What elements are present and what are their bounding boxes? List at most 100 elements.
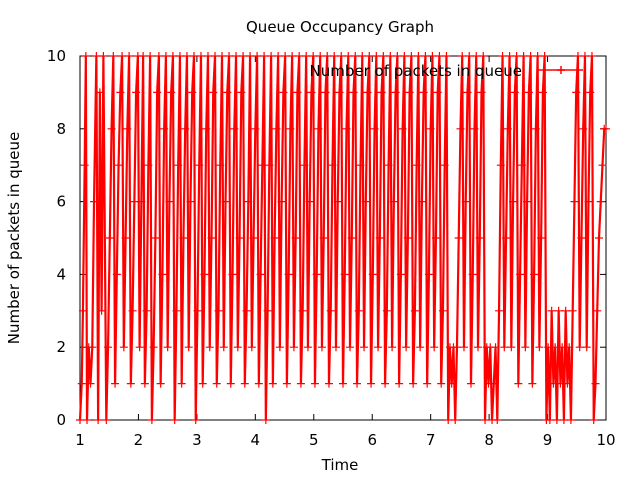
- data-point-0-161: [358, 52, 367, 60]
- y-tick-label-0: 0: [56, 411, 66, 429]
- data-point-0-15: [102, 416, 111, 424]
- data-point-0-195: [417, 197, 426, 206]
- data-point-0-120: [286, 124, 295, 133]
- x-tick-label-7: 8: [484, 431, 494, 449]
- data-point-0-60: [181, 124, 190, 133]
- data-point-0-66: [191, 416, 200, 424]
- data-point-0-203: [431, 234, 440, 242]
- data-point-0-42: [149, 343, 158, 352]
- data-point-0-130: [303, 343, 312, 352]
- data-point-0-273: [554, 306, 563, 315]
- data-point-0-184: [398, 124, 407, 133]
- x-axis-label: Time: [321, 456, 359, 474]
- data-point-0-286: [577, 234, 586, 242]
- data-point-0-206: [437, 379, 446, 388]
- data-point-0-125: [295, 52, 304, 60]
- data-point-0-265: [540, 52, 549, 60]
- data-point-0-63: [186, 197, 195, 206]
- data-point-0-28: [125, 52, 134, 60]
- data-point-0-93: [239, 52, 248, 60]
- data-point-0-36: [139, 52, 148, 60]
- data-point-0-49: [161, 52, 170, 60]
- data-point-0-24: [118, 52, 127, 60]
- data-point-0-262: [535, 343, 544, 352]
- data-point-0-106: [261, 416, 270, 424]
- data-point-0-71: [200, 270, 209, 279]
- data-point-0-132: [307, 88, 316, 97]
- y-tick-label-1: 2: [56, 338, 66, 356]
- data-point-0-13: [97, 306, 106, 315]
- data-point-0-207: [438, 306, 447, 315]
- data-point-0-77: [211, 52, 220, 60]
- x-tick-label-5: 6: [367, 431, 377, 449]
- data-point-0-47: [158, 270, 167, 279]
- data-point-0-5: [83, 416, 92, 424]
- data-point-0-261: [533, 52, 542, 60]
- data-point-0-19: [109, 52, 118, 60]
- data-point-0-151: [340, 270, 349, 279]
- data-point-0-58: [177, 379, 186, 388]
- data-point-0-230: [479, 52, 488, 60]
- data-point-0-169: [372, 52, 381, 60]
- data-point-0-0: [76, 416, 84, 424]
- data-point-0-199: [424, 270, 433, 279]
- data-point-0-135: [312, 270, 321, 279]
- data-point-0-7: [86, 379, 95, 388]
- data-point-0-90: [233, 343, 242, 352]
- data-point-0-264: [538, 88, 547, 97]
- data-point-0-2: [78, 306, 87, 315]
- data-point-0-167: [368, 270, 377, 279]
- data-point-0-74: [205, 343, 214, 352]
- data-point-0-127: [298, 306, 307, 315]
- axis-tick-labels: 1 2 3 4 5 6 7 8 9 10 0 2 4 6 8 10: [47, 47, 616, 449]
- data-point-0-40: [146, 52, 155, 60]
- data-point-0-180: [391, 88, 400, 97]
- data-point-0-293: [589, 416, 598, 424]
- data-point-0-287: [579, 124, 588, 133]
- data-point-0-32: [132, 88, 141, 97]
- data-point-0-118: [282, 379, 291, 388]
- data-point-0-193: [414, 52, 423, 60]
- data-point-0-241: [498, 52, 507, 60]
- data-point-0-166: [367, 379, 376, 388]
- data-point-0-288: [580, 52, 589, 60]
- data-point-0-51: [165, 197, 174, 206]
- data-point-0-23: [116, 88, 125, 97]
- data-point-0-181: [393, 52, 402, 60]
- data-point-0-138: [317, 343, 326, 352]
- x-tick-label-3: 4: [251, 431, 261, 449]
- y-tick-label-2: 4: [56, 265, 66, 283]
- data-point-0-224: [468, 270, 477, 279]
- data-point-0-134: [310, 379, 319, 388]
- data-point-0-214: [451, 416, 460, 424]
- data-point-0-248: [510, 88, 519, 97]
- data-point-0-221: [463, 88, 472, 97]
- data-point-0-163: [361, 197, 370, 206]
- data-point-0-64: [188, 88, 197, 97]
- data-point-0-80: [216, 161, 225, 170]
- data-point-0-114: [275, 343, 284, 352]
- data-point-0-107: [263, 306, 272, 315]
- data-point-0-275: [558, 343, 567, 352]
- data-point-0-115: [277, 197, 286, 206]
- y-tick-label-4: 8: [56, 120, 66, 138]
- data-point-0-46: [156, 379, 165, 388]
- data-point-0-76: [209, 88, 218, 97]
- data-point-0-124: [293, 88, 302, 97]
- data-point-0-227: [474, 343, 483, 352]
- data-point-0-29: [126, 379, 135, 388]
- data-point-0-279: [565, 343, 574, 352]
- data-point-0-296: [594, 234, 603, 242]
- x-tick-label-4: 5: [309, 431, 319, 449]
- data-point-0-38: [142, 306, 151, 315]
- data-point-0-204: [433, 88, 442, 97]
- data-point-0-117: [281, 52, 290, 60]
- data-point-0-147: [333, 197, 342, 206]
- data-point-0-173: [379, 52, 388, 60]
- data-point-0-20: [111, 379, 120, 388]
- data-point-0-251: [516, 270, 525, 279]
- data-point-0-100: [251, 124, 260, 133]
- data-point-0-202: [430, 343, 439, 352]
- data-point-0-123: [291, 234, 300, 242]
- data-point-0-68: [195, 161, 204, 170]
